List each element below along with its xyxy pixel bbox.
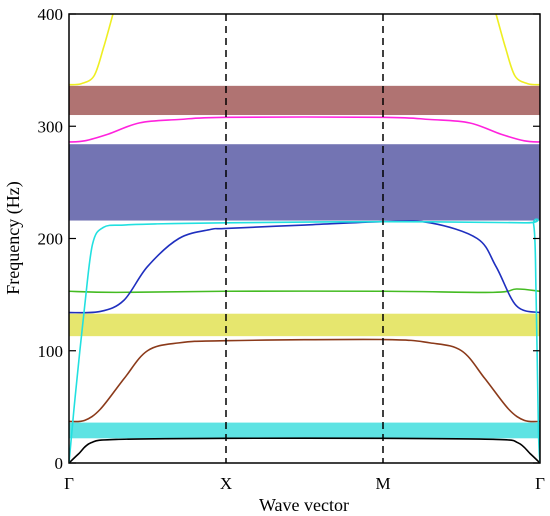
y-tick-label-4: 400 (38, 5, 64, 24)
y-axis-title: Frequency (Hz) (3, 181, 24, 294)
y-tick-label-0: 0 (55, 454, 64, 473)
dispersion-curve-7 (495, 14, 540, 86)
dispersion-curve-2 (69, 288, 540, 294)
x-tick-label-1: X (220, 474, 232, 493)
y-tick-label-3: 300 (38, 117, 64, 136)
x-tick-label-3: Γ (535, 474, 545, 493)
y-tick-label-1: 100 (38, 342, 64, 361)
dispersion-curve-3 (69, 220, 540, 314)
dispersion-curve-1 (69, 338, 540, 423)
dispersion-curve-layer (69, 14, 540, 463)
band-gap-3 (69, 85, 540, 116)
x-tick-label-2: M (375, 474, 390, 493)
y-axis: 0 100 200 300 400 (38, 5, 540, 473)
band-gap-1 (69, 313, 540, 337)
y-tick-label-2: 200 (38, 230, 64, 249)
x-tick-label-0: Γ (64, 474, 74, 493)
dispersion-curve-0 (69, 437, 540, 463)
x-axis-title: Wave vector (259, 495, 349, 515)
plot-frame (68, 13, 541, 464)
band-gap-2 (69, 144, 540, 221)
dispersion-curve-6 (69, 14, 114, 86)
band-gap-layer (69, 85, 540, 439)
band-gap-0 (69, 422, 540, 439)
dispersion-curve-5 (69, 116, 540, 143)
symmetry-divider-layer (225, 14, 384, 463)
